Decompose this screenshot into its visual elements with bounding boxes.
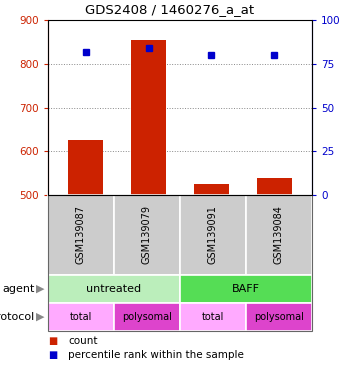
Bar <box>257 177 292 195</box>
Text: polysomal: polysomal <box>122 312 172 322</box>
Text: untreated: untreated <box>86 284 141 294</box>
Bar <box>131 40 166 195</box>
Text: ■: ■ <box>48 350 57 360</box>
Text: agent: agent <box>2 284 34 294</box>
Bar <box>68 140 103 195</box>
Text: total: total <box>70 312 92 322</box>
Text: BAFF: BAFF <box>232 284 260 294</box>
Text: GDS2408 / 1460276_a_at: GDS2408 / 1460276_a_at <box>85 3 255 17</box>
Text: GSM139087: GSM139087 <box>76 205 86 265</box>
Text: count: count <box>68 336 98 346</box>
Text: percentile rank within the sample: percentile rank within the sample <box>68 350 244 360</box>
Text: GSM139091: GSM139091 <box>208 205 218 265</box>
Text: total: total <box>202 312 224 322</box>
Text: protocol: protocol <box>0 312 34 322</box>
Text: ▶: ▶ <box>36 284 45 294</box>
Text: polysomal: polysomal <box>254 312 304 322</box>
Text: GSM139079: GSM139079 <box>142 205 152 265</box>
Bar <box>194 184 229 195</box>
Text: ■: ■ <box>48 336 57 346</box>
Text: GSM139084: GSM139084 <box>274 205 284 265</box>
Text: ▶: ▶ <box>36 312 45 322</box>
